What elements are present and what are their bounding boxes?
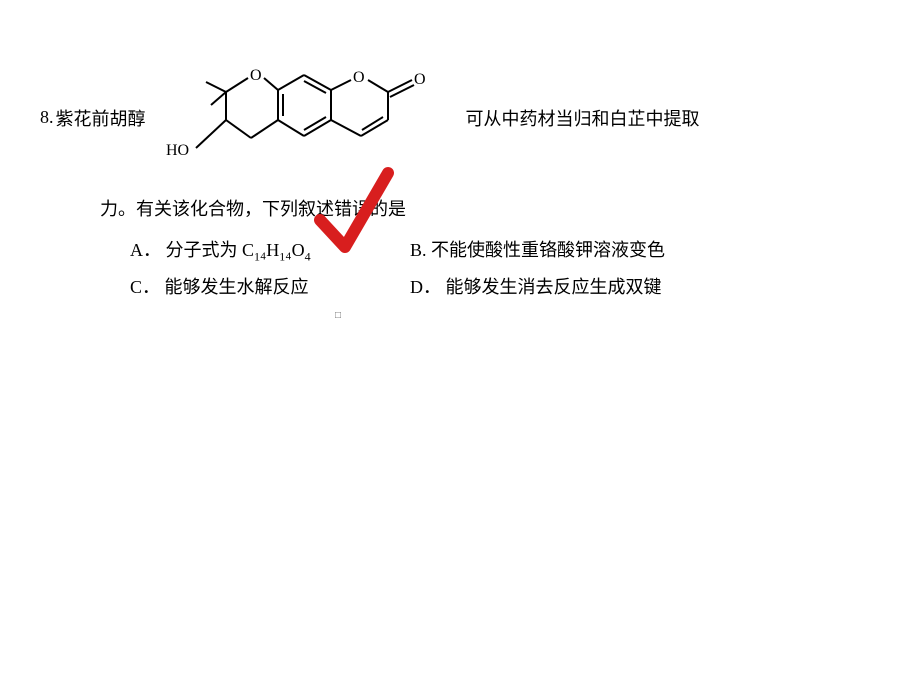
question-suffix: 可从中药材当归和白芷中提取: [466, 105, 700, 131]
option-row-2: C． 能够发生水解反应 D． 能够发生消去反应生成双键: [130, 273, 880, 299]
svg-text:O: O: [353, 69, 365, 86]
option-b-text: 不能使酸性重铬酸钾溶液变色: [431, 240, 665, 260]
option-a-label: A．: [130, 240, 161, 260]
option-a-text: 分子式为 C1₄H1₄O4: [166, 240, 311, 260]
option-c-text: 能够发生水解反应: [165, 277, 309, 297]
option-d: D． 能够发生消去反应生成双键: [410, 273, 880, 299]
option-d-label: D．: [410, 277, 441, 297]
svg-text:O: O: [250, 67, 262, 84]
chemical-structure: O HO: [156, 60, 456, 175]
option-a: A． 分子式为 C1₄H1₄O4: [130, 236, 410, 265]
question-prefix: 紫花前胡醇: [56, 105, 146, 131]
svg-text:HO: HO: [166, 142, 189, 159]
svg-text:O: O: [414, 71, 426, 88]
option-d-text: 能够发生消去反应生成双键: [446, 277, 662, 297]
question-line-2: 力。有关该化合物，下列叙述错误的是: [100, 195, 880, 221]
option-b-label: B.: [410, 240, 427, 260]
option-b: B. 不能使酸性重铬酸钾溶液变色: [410, 236, 880, 265]
option-c-label: C．: [130, 277, 160, 297]
option-c: C． 能够发生水解反应: [130, 273, 410, 299]
question-number: 8.: [40, 107, 54, 128]
options-container: A． 分子式为 C1₄H1₄O4 B. 不能使酸性重铬酸钾溶液变色 C． 能够发…: [130, 236, 880, 299]
question-line-1: 8. 紫花前胡醇 O HO: [40, 60, 880, 175]
option-row-1: A． 分子式为 C1₄H1₄O4 B. 不能使酸性重铬酸钾溶液变色: [130, 236, 880, 265]
small-dot: □: [335, 310, 341, 321]
